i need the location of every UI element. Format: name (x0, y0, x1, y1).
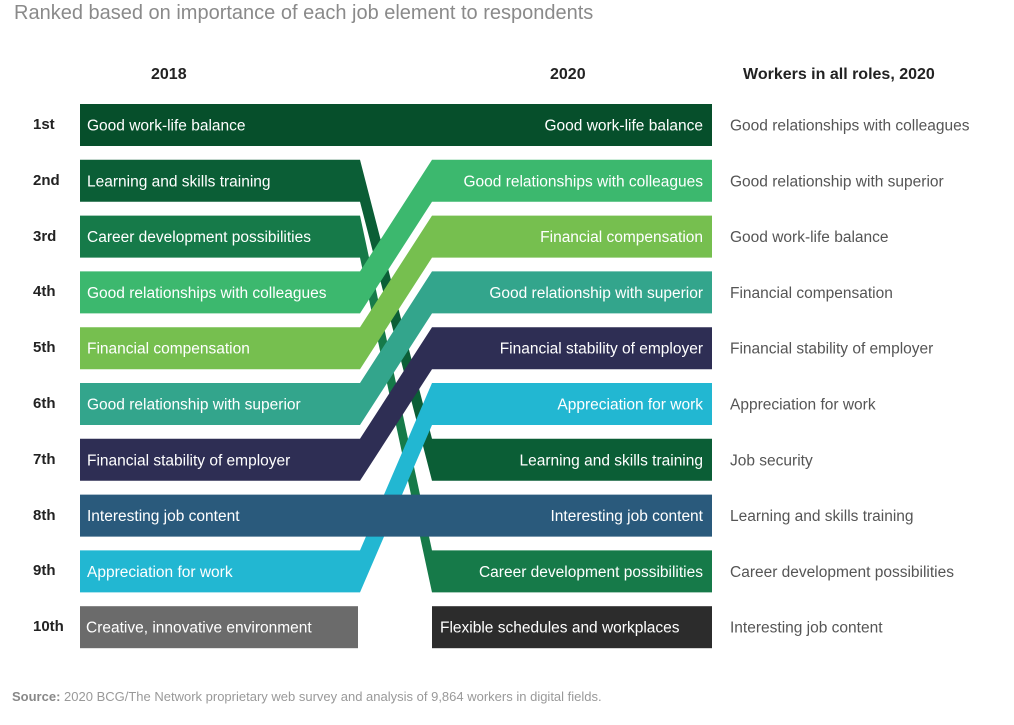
flow-good-relationship-with-superior: Good relationship with superior Good rela… (80, 271, 712, 425)
all-roles-item-6: Appreciation for work (730, 397, 876, 414)
ribbon-appreciation-for-work (80, 383, 712, 593)
label-2020-career-development-possibilities: Career development possibilities (479, 564, 703, 581)
rank-label-1st: 1st (33, 116, 55, 133)
source-label: Source: (12, 689, 61, 704)
all-roles-item-9: Career development possibilities (730, 564, 954, 581)
label-2020-learning-and-skills-training: Learning and skills training (519, 452, 703, 469)
rank-label-3rd: 3rd (33, 227, 57, 245)
ribbon-interesting-job-content (80, 494, 712, 537)
column-header-2020: 2020 (550, 66, 586, 83)
all-roles-item-10: Interesting job content (730, 620, 883, 637)
rank-label-8th: 8th (33, 506, 56, 524)
label-2018-appreciation-for-work: Appreciation for work (87, 564, 233, 581)
flow-learning-and-skills-training: Learning and skills training Learning and… (80, 159, 712, 481)
label-2020-good-relationships-with-colleagues: Good relationships with colleagues (463, 173, 703, 190)
source-note: Source: 2020 BCG/The Network proprietary… (12, 689, 602, 704)
all-roles-list: Good relationships with colleagues Good r… (730, 118, 970, 637)
bar-2018-rank10 (80, 606, 358, 649)
label-2018-career-development-possibilities: Career development possibilities (87, 229, 311, 246)
label-2018-financial-compensation: Financial compensation (87, 341, 250, 358)
ribbon-financial-stability-of-employer (80, 327, 712, 481)
all-roles-item-7: Job security (730, 452, 813, 469)
flow-financial-compensation: Financial compensation Financial compensa… (80, 215, 712, 370)
label-2018-good-relationships-with-colleagues: Good relationships with colleagues (87, 285, 327, 302)
label-2020-good-relationship-with-superior: Good relationship with superior (489, 285, 703, 302)
bar-2018-creative-innovative-environment: Creative, innovative environment (80, 606, 358, 649)
rank-label-7th: 7th (33, 450, 56, 468)
bar-2020-flexible-schedules-and-workplaces: Flexible schedules and workplaces (432, 606, 712, 649)
label-2018-good-relationship-with-superior: Good relationship with superior (87, 397, 301, 414)
all-roles-item-4: Financial compensation (730, 285, 893, 302)
flow-good-relationships-with-colleagues: Good relationships with colleagues Good r… (80, 159, 712, 314)
bar-2020-rank10 (432, 606, 712, 649)
label-2020-appreciation-for-work: Appreciation for work (557, 397, 703, 414)
rank-label-2nd: 2nd (33, 171, 60, 189)
rank-label-9th: 9th (33, 562, 56, 580)
all-roles-item-3: Good work-life balance (730, 229, 889, 246)
rank-label-6th: 6th (33, 395, 56, 412)
all-roles-item-8: Learning and skills training (730, 508, 914, 525)
column-header-2018: 2018 (151, 66, 187, 83)
ribbon-good-relationships-with-colleagues (80, 159, 712, 314)
label-2020-financial-stability-of-employer: Financial stability of employer (500, 341, 703, 358)
ribbon-good-work-life-balance (80, 104, 712, 146)
label-2018-financial-stability-of-employer: Financial stability of employer (87, 452, 290, 469)
ribbon-financial-compensation (80, 215, 712, 370)
ribbon-learning-and-skills-training (80, 159, 712, 481)
chart-title: Ranked based on importance of each job e… (14, 2, 594, 24)
label-2020-financial-compensation: Financial compensation (540, 229, 703, 246)
ribbon-good-relationship-with-superior (80, 271, 712, 425)
all-roles-item-2: Good relationship with superior (730, 173, 944, 190)
rank-label-10th: 10th (33, 618, 64, 636)
flow-good-work-life-balance: Good work-life balance Good work-life bal… (80, 104, 712, 146)
label-2018-good-work-life-balance: Good work-life balance (87, 118, 246, 135)
rank-label-5th: 5th (33, 339, 56, 357)
all-roles-item-1: Good relationships with colleagues (730, 118, 970, 135)
label-2018-interesting-job-content: Interesting job content (87, 508, 240, 525)
flow-appreciation-for-work: Appreciation for work Appreciation for wo… (80, 383, 712, 593)
label-2018-creative-innovative-environment: Creative, innovative environment (86, 620, 312, 637)
source-text: 2020 BCG/The Network proprietary web sur… (64, 689, 602, 704)
flow-financial-stability-of-employer: Financial stability of employer Financial… (80, 327, 712, 481)
label-2020-interesting-job-content: Interesting job content (550, 508, 703, 525)
all-roles-item-5: Financial stability of employer (730, 341, 933, 358)
label-2020-flexible-schedules-and-workplaces: Flexible schedules and workplaces (440, 620, 680, 637)
label-2018-learning-and-skills-training: Learning and skills training (87, 173, 271, 190)
flow-interesting-job-content: Interesting job content Interesting job c… (80, 494, 712, 537)
rank-label-4th: 4th (33, 283, 56, 301)
label-2020-good-work-life-balance: Good work-life balance (544, 118, 703, 135)
column-header-all-roles: Workers in all roles, 2020 (743, 66, 935, 83)
